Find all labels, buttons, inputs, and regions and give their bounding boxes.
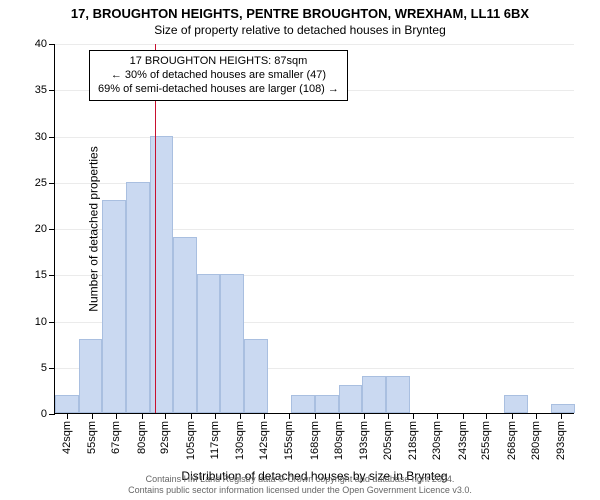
x-tick-label: 230sqm [431,421,443,460]
y-tick-label: 30 [35,131,47,143]
histogram-bar [173,237,197,413]
x-tick-label: 243sqm [457,421,469,460]
histogram-bar [197,274,221,413]
histogram-bar [244,339,268,413]
x-tick-label: 105sqm [185,421,197,460]
x-tick-label: 80sqm [136,421,148,454]
x-tick-label: 117sqm [209,421,221,459]
x-tick [561,413,562,419]
page-subtitle: Size of property relative to detached ho… [0,21,600,37]
x-tick [388,413,389,419]
x-tick-label: 55sqm [86,421,98,454]
x-tick [463,413,464,419]
y-tick [49,90,55,91]
x-tick [486,413,487,419]
x-tick-label: 193sqm [358,421,370,460]
histogram-bar [126,182,150,413]
histogram-bar [102,200,126,413]
annotation-line-2: ← 30% of detached houses are smaller (47… [98,69,339,83]
histogram-bar [362,376,386,413]
histogram-bar [150,136,174,414]
footer-line-1: Contains HM Land Registry data © Crown c… [0,474,600,485]
y-tick-label: 25 [35,177,47,189]
x-tick-label: 280sqm [530,421,542,460]
x-tick [165,413,166,419]
y-tick-label: 40 [35,38,47,50]
x-tick [116,413,117,419]
x-tick [264,413,265,419]
x-tick [191,413,192,419]
x-tick-label: 180sqm [333,421,345,460]
histogram-bar [220,274,244,413]
y-tick-label: 35 [35,84,47,96]
x-tick [339,413,340,419]
x-tick-label: 130sqm [234,421,246,460]
x-tick [437,413,438,419]
attribution-footer: Contains HM Land Registry data © Crown c… [0,474,600,496]
y-tick-label: 20 [35,223,47,235]
y-tick [49,44,55,45]
x-tick [512,413,513,419]
x-tick-label: 168sqm [309,421,321,460]
y-tick-label: 10 [35,316,47,328]
y-tick-label: 5 [41,362,47,374]
annotation-line-1: 17 BROUGHTON HEIGHTS: 87sqm [98,55,339,69]
x-tick-label: 67sqm [110,421,122,454]
x-tick-label: 218sqm [407,421,419,460]
footer-line-2: Contains public sector information licen… [0,485,600,496]
x-tick [289,413,290,419]
histogram-bar [315,395,339,414]
plot-area: Number of detached properties Distributi… [54,44,574,414]
x-tick [240,413,241,419]
x-tick-label: 293sqm [555,421,567,460]
y-tick [49,322,55,323]
x-tick [536,413,537,419]
y-tick-label: 0 [41,408,47,420]
y-tick [49,229,55,230]
x-tick [364,413,365,419]
x-tick [92,413,93,419]
histogram-bar [386,376,410,413]
y-tick [49,183,55,184]
x-tick [142,413,143,419]
y-tick-label: 15 [35,269,47,281]
y-tick [49,414,55,415]
annotation-line-3: 69% of semi-detached houses are larger (… [98,83,339,97]
x-tick [413,413,414,419]
gridline [55,44,574,45]
gridline [55,137,574,138]
x-tick-label: 92sqm [159,421,171,454]
x-tick-label: 42sqm [61,421,73,454]
x-tick-label: 268sqm [506,421,518,460]
x-tick-label: 142sqm [258,421,270,460]
histogram-bar [79,339,103,413]
x-tick [215,413,216,419]
histogram-bar [339,385,363,413]
histogram-bar [55,395,79,414]
histogram-bar [551,404,575,413]
x-tick [315,413,316,419]
histogram-bar [291,395,315,414]
y-tick [49,275,55,276]
x-tick-label: 205sqm [382,421,394,460]
histogram-chart: Number of detached properties Distributi… [54,44,574,414]
x-tick-label: 155sqm [283,421,295,460]
y-tick [49,368,55,369]
x-tick-label: 255sqm [480,421,492,460]
x-tick [67,413,68,419]
page-title: 17, BROUGHTON HEIGHTS, PENTRE BROUGHTON,… [0,0,600,21]
histogram-bar [504,395,528,414]
y-tick [49,137,55,138]
annotation-box: 17 BROUGHTON HEIGHTS: 87sqm← 30% of deta… [89,50,348,101]
